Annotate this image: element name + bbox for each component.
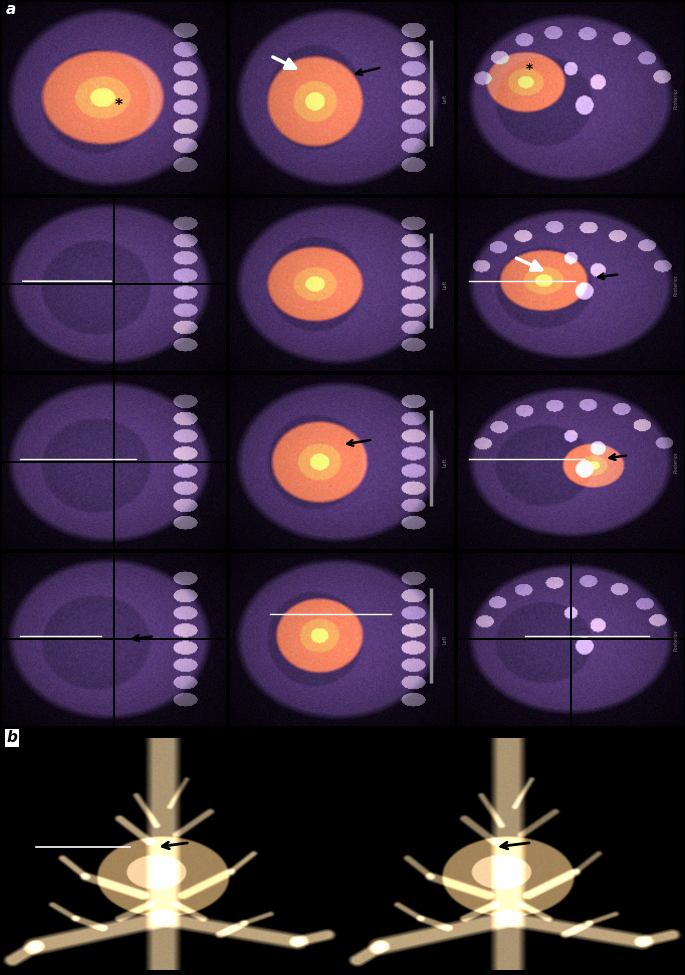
Text: Posterior: Posterior [673,87,679,109]
Text: Posterior: Posterior [673,274,679,295]
Text: Posterior: Posterior [673,451,679,473]
Text: Left: Left [442,457,447,467]
Text: Left: Left [442,635,447,644]
Text: Left: Left [442,94,447,102]
Text: Posterior: Posterior [673,629,679,650]
Text: Left: Left [442,280,447,290]
Text: *: * [526,62,533,76]
Text: a: a [5,2,16,17]
Text: b: b [7,730,18,745]
Text: *: * [114,98,123,113]
